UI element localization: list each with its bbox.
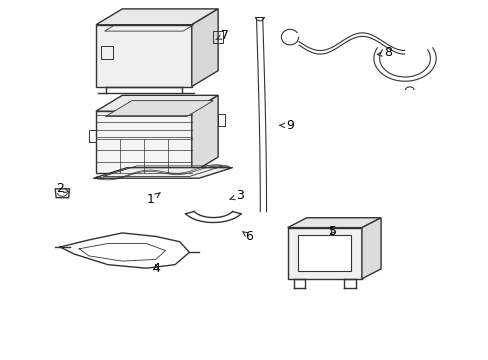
Text: 8: 8 [377, 46, 391, 59]
Text: 2: 2 [56, 182, 69, 195]
Text: 5: 5 [328, 225, 336, 238]
Polygon shape [96, 9, 218, 25]
Text: 1: 1 [147, 193, 160, 206]
Polygon shape [96, 95, 218, 111]
Text: 9: 9 [280, 119, 293, 132]
Text: 7: 7 [216, 29, 229, 42]
Polygon shape [96, 25, 191, 86]
Text: 6: 6 [242, 230, 253, 243]
Polygon shape [298, 235, 351, 271]
Polygon shape [287, 228, 361, 279]
Polygon shape [287, 218, 380, 228]
Polygon shape [361, 218, 380, 279]
Polygon shape [191, 95, 218, 173]
Text: 4: 4 [152, 262, 160, 275]
Polygon shape [191, 9, 218, 86]
Polygon shape [93, 168, 232, 178]
Polygon shape [105, 100, 213, 117]
Polygon shape [96, 111, 191, 173]
Text: 3: 3 [229, 189, 243, 202]
